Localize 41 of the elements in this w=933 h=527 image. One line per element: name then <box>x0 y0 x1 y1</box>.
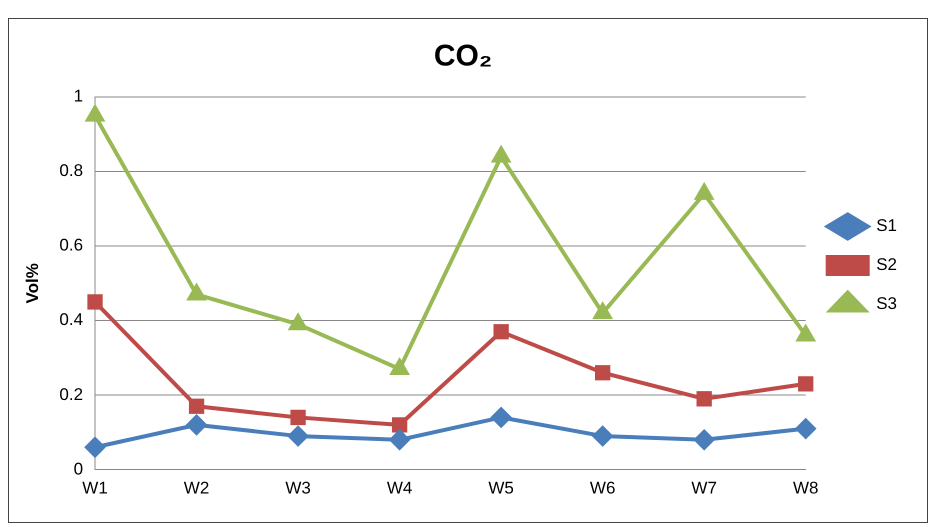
x-tick-label: W1 <box>82 478 108 498</box>
x-tick-label: W7 <box>691 478 717 498</box>
point <box>594 303 612 320</box>
point <box>592 426 613 446</box>
x-tick-label: W5 <box>488 478 514 498</box>
x-tick-label: W6 <box>590 478 616 498</box>
point <box>288 426 308 446</box>
point <box>188 398 204 414</box>
y-tick-label: 0.2 <box>59 384 84 404</box>
legend-label: S3 <box>876 294 898 314</box>
point <box>390 430 410 450</box>
point <box>796 418 816 439</box>
x-tick-label: W4 <box>386 478 412 498</box>
point <box>798 376 814 392</box>
point <box>86 106 104 122</box>
legend-label: S2 <box>876 255 898 274</box>
point <box>696 391 712 406</box>
y-tick-label: 0 <box>74 459 84 478</box>
point <box>188 284 206 300</box>
point <box>392 417 408 433</box>
y-tick-label: 0.8 <box>59 161 84 180</box>
point <box>492 146 510 163</box>
y-axis-title: Vol% <box>22 263 42 304</box>
x-tick-label: W3 <box>285 478 311 498</box>
point <box>290 410 306 426</box>
point <box>695 184 714 200</box>
point <box>595 365 610 380</box>
point <box>186 414 207 435</box>
chart-title: CO₂ <box>434 39 492 72</box>
y-tick-label: 0.4 <box>59 310 84 330</box>
y-tick-label: 1 <box>74 86 84 106</box>
x-tick-label: W2 <box>184 478 210 498</box>
x-tick-label: W8 <box>792 478 818 498</box>
legend-label: S1 <box>876 216 898 236</box>
y-tick-label: 0.6 <box>59 236 84 255</box>
point <box>289 314 308 330</box>
point <box>493 324 509 340</box>
point <box>87 294 103 310</box>
point <box>491 407 512 428</box>
point <box>85 437 106 458</box>
point <box>694 430 714 450</box>
